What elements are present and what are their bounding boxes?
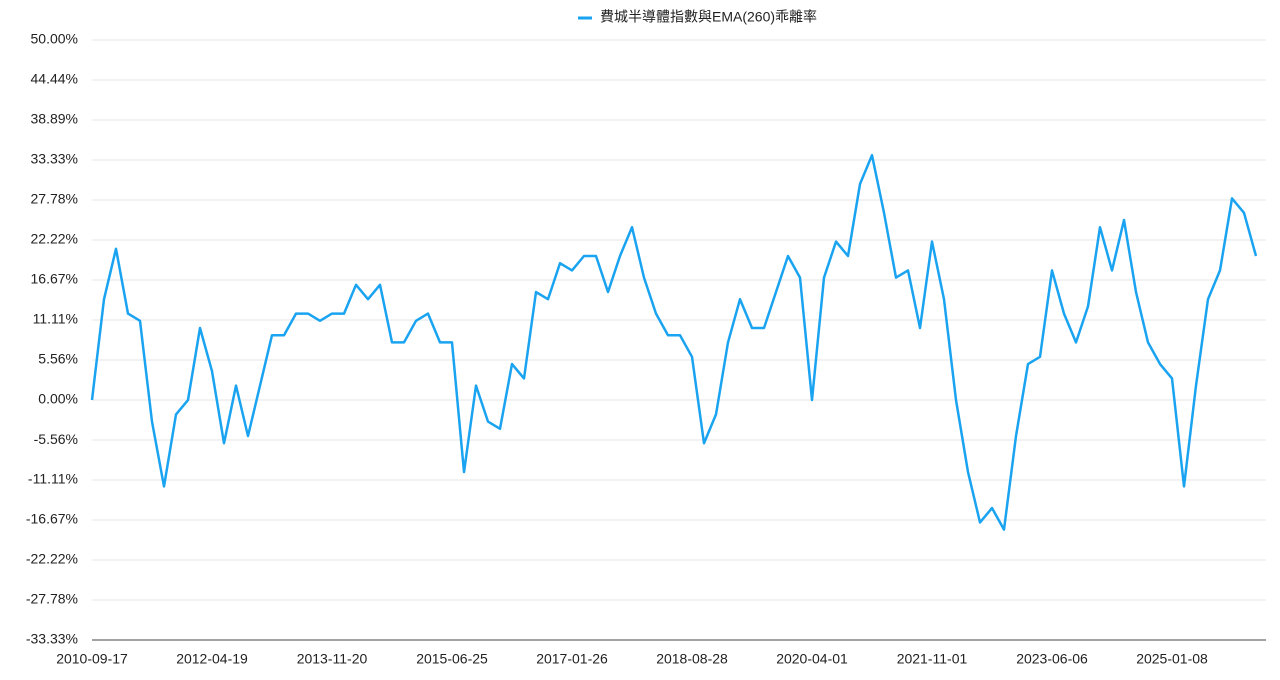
y-tick-label: 16.67% — [31, 271, 78, 287]
x-tick-label: 2010-09-17 — [56, 651, 128, 667]
x-tick-label: 2020-04-01 — [776, 651, 848, 667]
y-tick-label: -16.67% — [26, 511, 78, 527]
y-tick-label: -33.33% — [26, 631, 78, 647]
y-tick-label: 33.33% — [31, 151, 78, 167]
x-tick-label: 2023-06-06 — [1016, 651, 1088, 667]
x-tick-label: 2025-01-08 — [1136, 651, 1208, 667]
legend-label: 費城半導體指數與EMA(260)乖離率 — [600, 9, 817, 25]
y-tick-label: -22.22% — [26, 551, 78, 567]
y-tick-label: 0.00% — [38, 391, 78, 407]
y-tick-label: 44.44% — [31, 71, 78, 87]
y-tick-label: -11.11% — [28, 471, 78, 487]
x-tick-label: 2012-04-19 — [176, 651, 248, 667]
y-tick-label: 38.89% — [31, 111, 78, 127]
data-line — [90, 153, 1258, 531]
x-tick-label: 2021-11-01 — [897, 651, 968, 667]
y-tick-label: 5.56% — [38, 351, 78, 367]
y-tick-label: 22.22% — [31, 231, 78, 247]
x-tick-label: 2017-01-26 — [536, 651, 608, 667]
x-tick-label: 2015-06-25 — [416, 651, 488, 667]
y-tick-label: -5.56% — [34, 431, 78, 447]
y-tick-label: 11.11% — [33, 311, 78, 327]
y-tick-label: -27.78% — [26, 591, 78, 607]
x-tick-label: 2018-08-28 — [656, 651, 728, 667]
y-tick-label: 50.00% — [31, 31, 78, 47]
y-tick-label: 27.78% — [31, 191, 78, 207]
x-tick-label: 2013-11-20 — [297, 651, 368, 667]
